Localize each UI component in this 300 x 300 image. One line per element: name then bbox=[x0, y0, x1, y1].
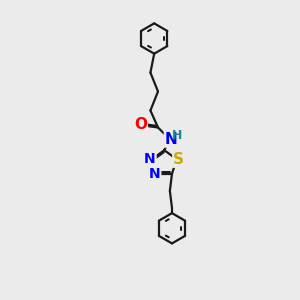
Text: H: H bbox=[172, 129, 183, 142]
Text: N: N bbox=[165, 132, 178, 147]
Text: N: N bbox=[144, 152, 156, 166]
Text: O: O bbox=[134, 117, 147, 132]
Text: N: N bbox=[149, 167, 160, 181]
Text: S: S bbox=[173, 152, 184, 167]
